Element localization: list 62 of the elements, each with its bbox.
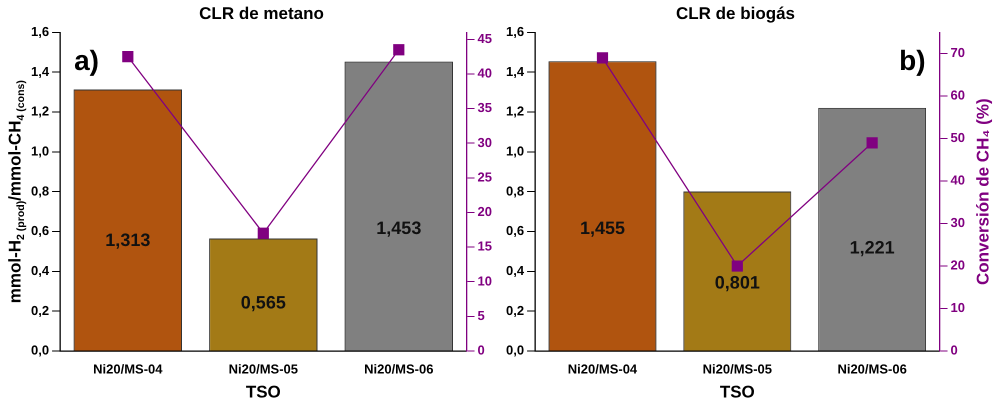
data-label: 1,221	[850, 238, 895, 258]
x-tick-label: Ni20/MS-04	[568, 361, 638, 376]
point	[732, 260, 743, 272]
y-tick-label: 1,4	[30, 64, 50, 79]
y-tick-label: 1,4	[506, 64, 525, 79]
y2-tick-label: 10	[950, 300, 966, 316]
data-label: 1,455	[580, 218, 626, 238]
y-tick-label: 1,0	[30, 143, 50, 158]
y-tick-label: 1,6	[30, 24, 50, 39]
y2-tick-label: 15	[478, 238, 492, 254]
y-tick-label: 1,6	[506, 24, 524, 39]
data-label: 1,453	[376, 218, 422, 238]
y-tick-label: 0,8	[30, 183, 50, 198]
y-tick-label: 1,2	[30, 104, 50, 119]
x-tick-label: Ni20/MS-05	[228, 361, 298, 376]
y2-tick-label: 45	[478, 30, 492, 46]
data-label: 0,565	[240, 292, 286, 312]
point	[393, 44, 404, 56]
data-label: 1,313	[105, 230, 150, 250]
y2-tick-label: 70	[950, 45, 966, 60]
x-axis-title: TSO	[720, 382, 755, 402]
chart-title: CLR de biogás	[676, 4, 796, 23]
y-axis-title: mmol-H2 (prod)/mmol-CH4 (cons)	[6, 80, 27, 304]
y-tick-label: 0,2	[506, 302, 524, 318]
x-tick-label: Ni20/MS-05	[702, 361, 772, 376]
y-tick-label: 0,6	[30, 223, 50, 238]
y2-tick-label: 0	[478, 342, 485, 358]
x-tick-label: Ni20/MS-06	[837, 361, 907, 376]
y2-tick-label: 25	[478, 169, 492, 184]
y-tick-label: 1,0	[506, 143, 524, 158]
y2-tick-label: 30	[950, 215, 966, 230]
point	[122, 51, 134, 62]
y2-tick-label: 50	[950, 130, 966, 146]
y2-axis-title: Conversión de CH₄ (%)	[974, 98, 993, 286]
point	[258, 228, 269, 239]
y2-tick-label: 20	[478, 204, 492, 220]
y2-tick-label: 35	[478, 100, 492, 116]
y2-tick-label: 40	[950, 172, 966, 188]
x-tick-label: Ni20/MS-04	[93, 361, 164, 376]
y2-tick-label: 5	[478, 308, 485, 323]
y-tick-label: 0,4	[506, 262, 525, 278]
y2-tick-label: 0	[950, 342, 958, 358]
annotation: a)	[74, 45, 99, 76]
y-tick-label: 0,2	[30, 302, 50, 318]
y2-tick-label: 40	[478, 66, 492, 81]
y-tick-label: 0,4	[30, 262, 50, 278]
y2-tick-label: 10	[478, 273, 492, 288]
data-label: 0,801	[714, 272, 760, 293]
chart-title: CLR de metano	[199, 4, 324, 23]
point	[596, 52, 608, 64]
x-axis-title: TSO	[246, 382, 281, 402]
y2-tick-label: 20	[950, 258, 966, 273]
y-tick-label: 0,6	[506, 223, 524, 238]
x-tick-label: Ni20/MS-06	[364, 361, 434, 376]
annotation: b)	[899, 45, 926, 76]
y-tick-label: 0,0	[30, 342, 50, 358]
point	[866, 137, 878, 148]
y-tick-label: 1,2	[506, 104, 524, 119]
y2-tick-label: 30	[478, 134, 492, 150]
y-tick-label: 0,8	[506, 183, 524, 198]
y-tick-label: 0,0	[506, 342, 524, 358]
y2-tick-label: 60	[950, 88, 966, 103]
